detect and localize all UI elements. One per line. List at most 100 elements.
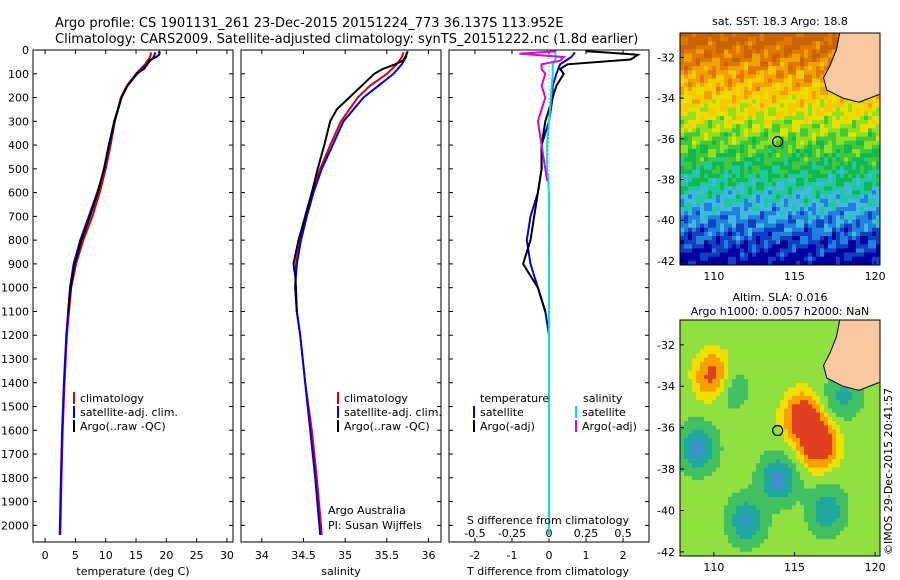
map-cell: [868, 186, 873, 191]
map-cell: [776, 165, 781, 171]
map-cell: [836, 140, 841, 146]
map-cell: [700, 244, 705, 249]
map-cell: [756, 157, 761, 162]
map-cell: [708, 227, 713, 233]
map-cell: [844, 211, 849, 216]
map-cell: [780, 45, 785, 50]
map-cell: [824, 412, 829, 418]
map-cell: [788, 190, 793, 195]
map-cell: [768, 442, 773, 447]
map-cell: [816, 236, 821, 241]
map-cell: [796, 236, 801, 241]
map-cell: [772, 446, 777, 451]
map-cell: [816, 99, 821, 104]
map-cell: [776, 256, 781, 262]
map-cell: [856, 454, 861, 460]
map-cell: [688, 165, 693, 171]
map-cell: [728, 95, 733, 100]
map-cell: [860, 425, 865, 430]
legend-t-argo: Argo(-adj): [480, 420, 535, 433]
map-cell: [816, 198, 821, 204]
map-cell: [712, 391, 717, 397]
map-cell: [876, 240, 881, 245]
map-cell: [872, 178, 877, 183]
map-cell: [680, 383, 685, 388]
map-cell: [704, 78, 709, 84]
map-cell: [756, 219, 761, 224]
map-cell: [808, 320, 813, 325]
map-cell: [744, 107, 749, 113]
map-cell: [724, 429, 729, 435]
map-cell: [840, 252, 845, 258]
map-cell: [760, 115, 765, 121]
map-cell: [708, 136, 713, 142]
map-cell: [824, 124, 829, 129]
map-cell: [872, 236, 877, 241]
map-cell: [760, 107, 765, 113]
map-cell: [832, 387, 837, 392]
map-cell: [808, 240, 813, 245]
map-cell: [780, 219, 785, 224]
map-cell: [712, 211, 717, 216]
map-cell: [788, 416, 793, 422]
map-cell: [680, 357, 685, 363]
map-cell: [736, 99, 741, 104]
map-cell: [792, 433, 797, 439]
map-cell: [712, 240, 717, 245]
map-cell: [812, 244, 817, 249]
map-cell: [824, 161, 829, 166]
map-cell: [752, 349, 757, 355]
map-cell: [788, 408, 793, 414]
map-cell: [728, 475, 733, 481]
map-cell: [720, 182, 725, 187]
map-cell: [764, 173, 769, 179]
map-cell: [804, 345, 809, 350]
map-cell: [760, 86, 765, 92]
map-cell: [712, 120, 717, 125]
map-cell: [760, 416, 765, 422]
map-cell: [768, 223, 773, 229]
map-cell: [852, 107, 857, 113]
map-cell: [756, 416, 761, 422]
map-cell: [820, 53, 825, 59]
map-cell: [788, 219, 793, 224]
map-cell: [724, 198, 729, 204]
map-cell: [696, 408, 701, 414]
map-cell: [804, 45, 809, 50]
map-cell: [760, 124, 765, 129]
map-cell: [764, 178, 769, 183]
map-cell: [792, 400, 797, 405]
map-cell: [788, 320, 793, 325]
map-cell: [704, 370, 709, 376]
map-cell: [836, 416, 841, 422]
map-cell: [684, 66, 689, 71]
map-cell: [872, 391, 877, 397]
map-cell: [812, 140, 817, 146]
map-cell: [764, 236, 769, 241]
map-cell: [712, 165, 717, 171]
map-cell: [680, 353, 685, 359]
map-cell: [824, 219, 829, 224]
x-tick-label: 2: [620, 549, 627, 562]
map-cell: [724, 194, 729, 200]
map-cell: [736, 260, 741, 266]
map-cell: [876, 194, 881, 200]
map-cell: [732, 115, 737, 121]
map-cell: [800, 182, 805, 187]
map-cell: [872, 463, 877, 468]
map-cell: [736, 227, 741, 233]
map-cell: [844, 408, 849, 414]
map-cell: [792, 207, 797, 212]
map-cell: [832, 173, 837, 179]
map-cell: [804, 421, 809, 426]
map-cell: [684, 366, 689, 371]
map-cell: [768, 400, 773, 405]
map-cell: [788, 86, 793, 92]
map-cell: [780, 320, 785, 325]
map-cell: [712, 408, 717, 414]
map-cell: [736, 120, 741, 125]
map-cell: [688, 332, 693, 338]
map-cell: [704, 345, 709, 350]
map-cell: [852, 190, 857, 195]
map-cell: [724, 57, 729, 63]
